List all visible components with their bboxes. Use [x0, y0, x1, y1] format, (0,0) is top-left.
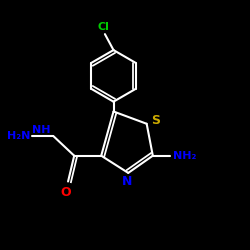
Text: H₂N: H₂N: [6, 131, 30, 141]
Text: NH: NH: [32, 125, 50, 135]
Text: Cl: Cl: [97, 22, 109, 32]
Text: S: S: [151, 114, 160, 126]
Text: N: N: [122, 175, 132, 188]
Text: O: O: [60, 186, 71, 199]
Text: NH₂: NH₂: [173, 151, 197, 161]
